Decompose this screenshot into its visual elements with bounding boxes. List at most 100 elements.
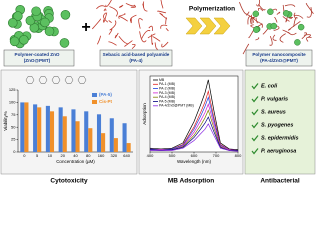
panel-caption: Antibacterial — [260, 178, 300, 185]
polymer-chain — [114, 32, 119, 39]
polymer-chain — [154, 42, 159, 50]
polymer-chain — [108, 28, 113, 35]
plus-sign: + — [81, 19, 90, 36]
polymer-chain — [284, 4, 296, 8]
check-icon — [251, 122, 259, 129]
bar — [71, 109, 76, 152]
x-tick-label: 800 — [235, 153, 242, 158]
polymer-chain — [293, 12, 297, 20]
polymer-chain — [96, 5, 107, 10]
zno-particle — [252, 10, 260, 18]
polymer-chain — [159, 12, 168, 20]
x-tick-label: 160 — [98, 153, 105, 158]
bar — [58, 107, 63, 152]
zno-particle — [267, 8, 274, 16]
polymer-chain — [119, 4, 124, 8]
polymer-chain — [108, 41, 117, 46]
legend-label: PA-4 (MB) — [159, 95, 175, 99]
series-line — [149, 96, 239, 151]
arrow — [185, 17, 203, 35]
zno-particle — [13, 11, 23, 21]
polymer-chain — [294, 14, 304, 19]
organism: S. pyogenes — [261, 122, 293, 128]
structure-ring — [25, 76, 35, 84]
polymer-chain — [91, 18, 102, 30]
polymer-chain — [242, 43, 250, 55]
arrow — [213, 17, 231, 35]
panel — [244, 69, 316, 175]
polymer-chain — [152, 36, 161, 42]
legend-swatch — [92, 100, 97, 104]
polymer-chain — [255, 37, 260, 41]
check-icon — [251, 148, 259, 155]
organism: S. epidermidis — [261, 135, 299, 141]
zno-particle — [59, 38, 70, 48]
bar — [33, 104, 38, 152]
check-icon — [251, 109, 259, 116]
polymer-chain — [255, 0, 260, 7]
label-box — [3, 49, 75, 67]
polymer-chain — [103, 8, 107, 12]
x-tick-label: 600 — [191, 153, 198, 158]
zno-particle — [270, 22, 278, 30]
arrow-label: Polymerization — [189, 6, 235, 13]
zno-particle — [40, 17, 50, 28]
item-label: Sebacic acid-based polyamide — [103, 52, 170, 57]
y-tick-label: 50 — [11, 124, 16, 129]
polymer-chain — [288, 20, 301, 31]
legend-swatch — [92, 93, 97, 97]
bar — [45, 105, 50, 152]
organism: S. aureus — [261, 109, 286, 115]
x-tick-label: 500 — [169, 153, 176, 158]
structure-ring — [64, 76, 74, 84]
polymer-chain — [141, 30, 151, 39]
bar — [88, 128, 93, 152]
polymer-chain — [131, 43, 136, 49]
x-tick-label: 40 — [73, 153, 78, 158]
zno-particle — [19, 35, 29, 45]
graphical-abstract: + Polymerization Polymer-coated ZnO(ZnO@PM… — [0, 0, 316, 185]
legend-label: PA-2 (MB) — [159, 87, 175, 91]
check-icon — [251, 83, 259, 90]
series-line — [149, 116, 238, 151]
x-tick-label: 0 — [23, 153, 26, 158]
x-tick-label: 400 — [147, 153, 154, 158]
zno-particle — [9, 36, 20, 47]
polymer-chain — [247, 16, 251, 25]
zno-particle — [44, 26, 55, 37]
polymer-chain — [255, 17, 258, 24]
bar — [37, 107, 42, 152]
organism: P. aeruginosa — [261, 148, 296, 154]
polymer-chain — [160, 24, 168, 29]
polymer-chain — [124, 40, 133, 47]
x-tick-label: 320 — [110, 153, 117, 158]
zno-particle — [31, 6, 41, 17]
x-tick-label: 80 — [86, 153, 91, 158]
polymer-chain — [125, 2, 135, 7]
check-icon — [251, 96, 259, 103]
polymer-chain — [306, 36, 312, 42]
zno-particle — [297, 23, 305, 31]
zno-particle — [60, 10, 71, 20]
y-tick-label: 75 — [11, 112, 16, 117]
polymer-chain — [105, 0, 112, 7]
polymer-chain — [279, 33, 286, 43]
polymer-chain — [274, 17, 278, 23]
bar — [126, 143, 131, 152]
bar — [122, 123, 127, 152]
x-tick-label: 5 — [36, 153, 39, 158]
plot-frame — [149, 75, 239, 153]
panel-caption: MB Adsorption — [168, 178, 214, 185]
polymer-chain — [109, 6, 118, 17]
polymer-chain — [130, 18, 132, 24]
polymer-chain — [252, 16, 255, 23]
bar — [49, 111, 55, 152]
label-box — [99, 49, 173, 67]
polymer-chain — [165, 28, 169, 32]
x-tick-label: 700 — [213, 153, 220, 158]
polymer-chain — [165, 17, 168, 25]
organism: E. coli — [261, 83, 278, 89]
structure-ring — [38, 76, 48, 84]
zno-particle — [7, 18, 18, 28]
item-label: (PA-4) — [129, 58, 143, 63]
